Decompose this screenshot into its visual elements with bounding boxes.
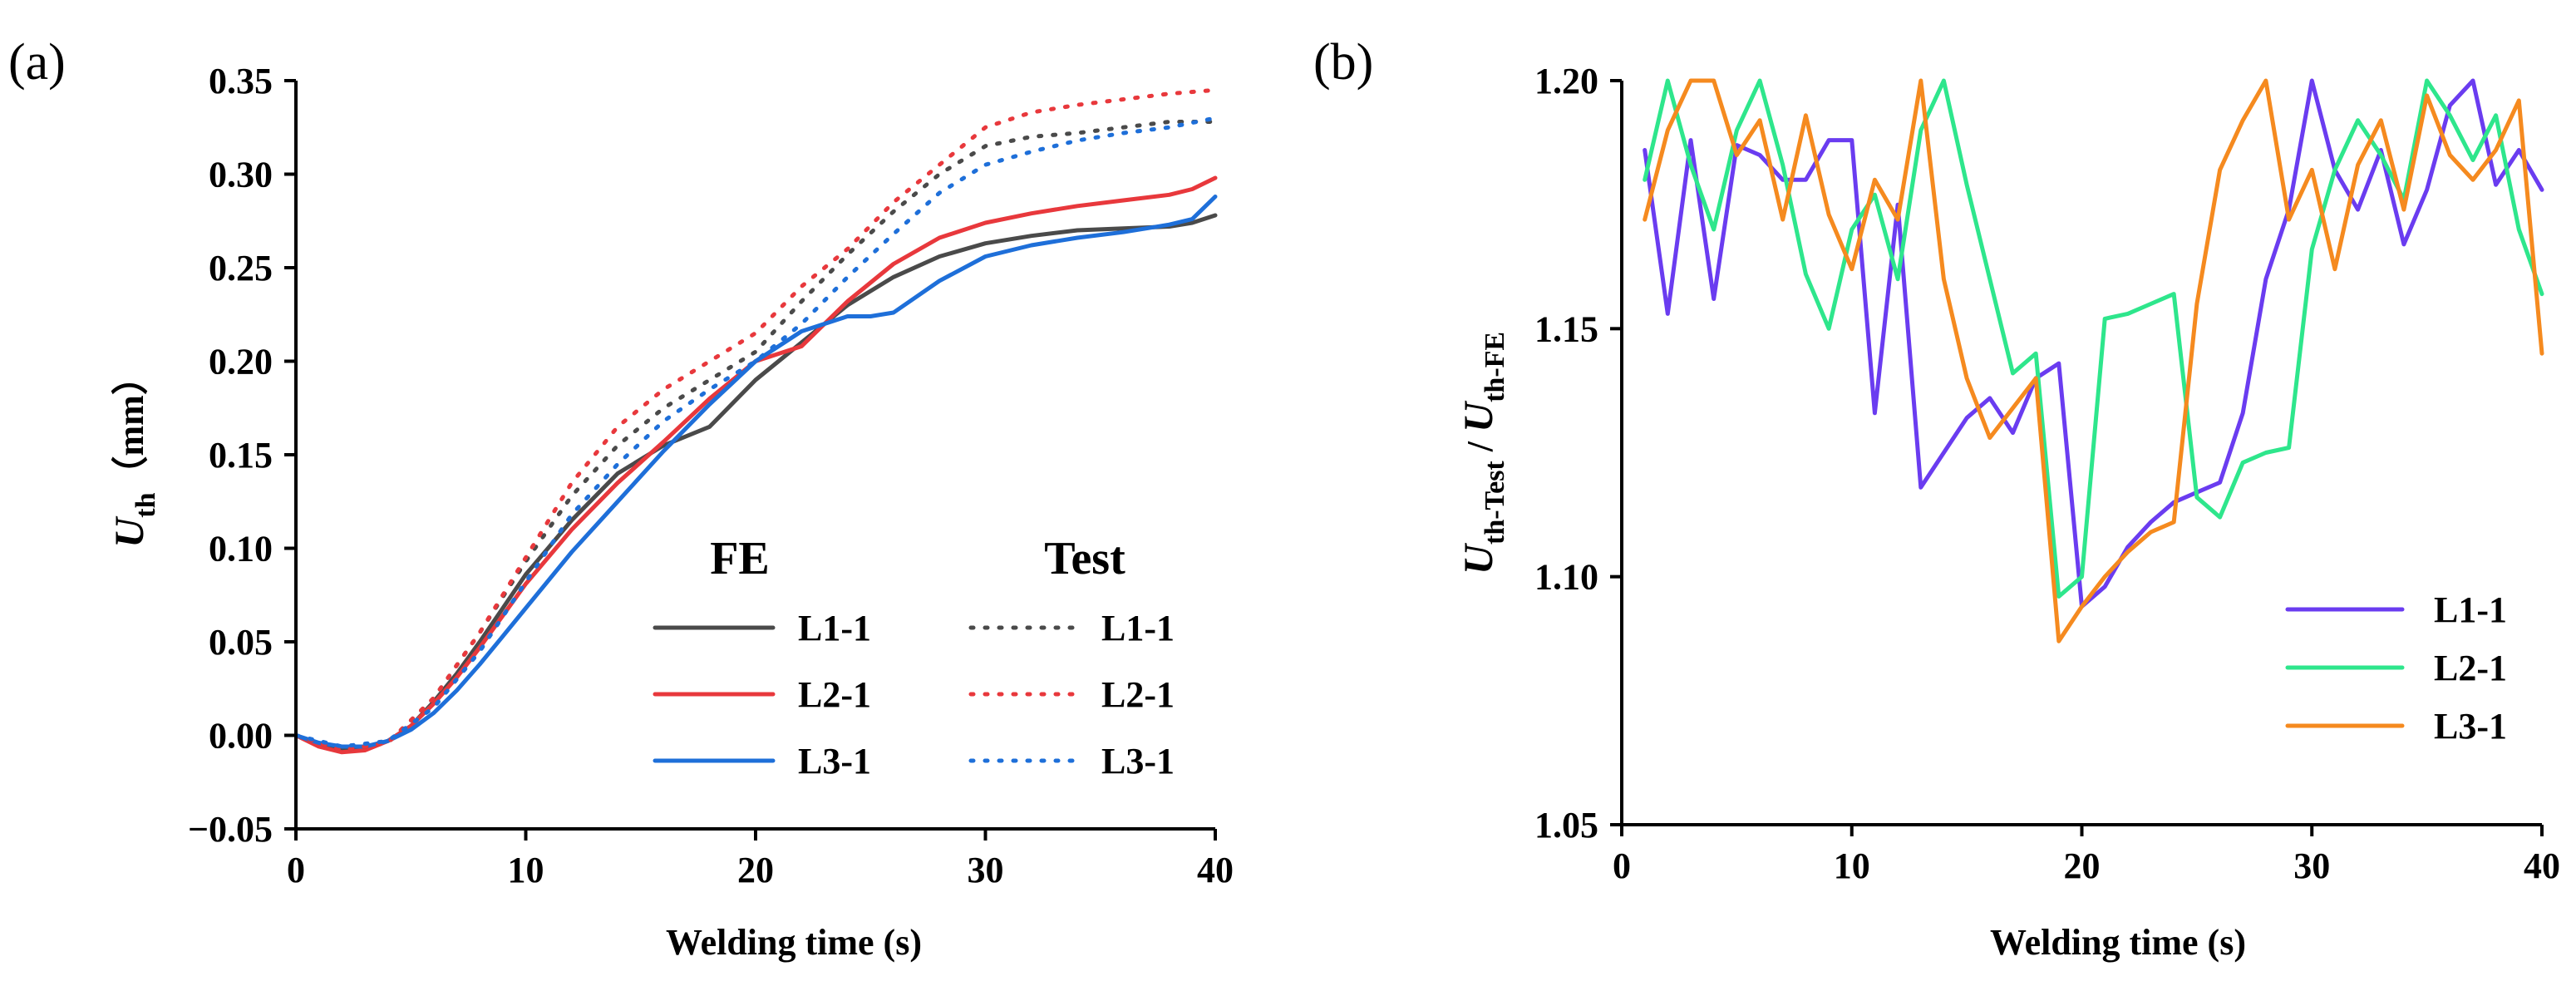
legend-test-label-l3-1: L3-1 [1101,741,1175,781]
legend-fe-label-l1-1: L1-1 [798,608,871,648]
panel-a-x-tick-label: 40 [1197,850,1234,890]
panel-a-x-tick-label: 10 [508,850,544,890]
panel-a-series-l1-1-fe [293,213,1218,752]
panel-b-y-tick-label: 1.15 [1534,308,1598,349]
panel-a-x-tick-label: 30 [968,850,1004,890]
panel-a-y-tick-label: −0.05 [188,809,273,850]
panel-a-y-tick-label: 0.15 [209,435,273,476]
legend-test-label-l2-1: L2-1 [1101,674,1175,715]
panel-a-series-l3-1-fe [293,195,1218,749]
panel-b-x-tick-label: 20 [2064,845,2101,886]
panel-a-y-tick-label: 0.00 [209,716,273,757]
panel-b-legend: L1-1 L2-1 L3-1 [2285,589,2507,747]
legend-test-label-l1-1: L1-1 [1101,608,1175,648]
legend-header-fe: FE [710,533,770,584]
panel-a-series-l3-1-test [293,116,1218,749]
panel-b-y-tick-label: 1.10 [1534,557,1598,598]
panel-a-series-l1-1-test [293,120,1218,753]
panel-a-y-tick-label: 0.30 [209,155,273,195]
panel-b-y-axis-title-num-sub: th-Test [1480,461,1510,545]
panel-b-x-tick-label: 30 [2293,845,2330,886]
panel-a-x-axis-title: Welding time (s) [666,922,922,963]
panel-b-y-axis-title-slash: / [1460,432,1500,461]
panel-b-legend-label-l2-1: L2-1 [2434,648,2507,688]
panel-a-x-tick-label: 20 [737,850,774,890]
panel-b-y-tick-label: 1.05 [1534,805,1598,845]
panel-b-y-axis-title-num-main: U [1455,542,1501,574]
panel-b: (b) 0 10 20 30 40 1.05 1.10 1.15 1.20 Welding ti… [1313,34,2560,963]
legend-fe-label-l3-1: L3-1 [798,741,871,781]
panel-b-ticks: 0 10 20 30 40 1.05 1.10 1.15 1.20 [1534,61,2560,886]
panel-b-x-tick-label: 10 [1834,845,1870,886]
panel-a-y-tick-label: 0.35 [209,61,273,101]
panel-b-y-tick-label: 1.20 [1534,61,1598,101]
panel-b-series-group [1643,78,2544,643]
panel-b-series-l1-1 [1643,78,2544,609]
panel-a-y-tick-label: 0.10 [209,529,273,569]
panel-a-label: (a) [8,34,66,91]
panel-b-x-axis-title: Welding time (s) [1990,922,2246,963]
panel-b-y-axis-title: Uth-Test / Uth-FE [1455,332,1510,574]
panel-a-y-tick-label: 0.05 [209,622,273,663]
legend-fe-label-l2-1: L2-1 [798,674,871,715]
panel-a-y-tick-label: 0.25 [209,248,273,288]
panel-a-ticks: 0 10 20 30 40 −0.05 0.00 0.05 0.10 0.15 0.20 0.25 0.… [188,61,1234,890]
panel-a-y-axis-title: Uth（mm） [106,358,161,548]
panel-a-series-group [293,87,1218,755]
panel-b-y-axis-title-den-main: U [1455,400,1501,432]
legend-header-test: Test [1044,533,1125,584]
panel-a-y-axis-title-unit: （mm） [111,358,151,492]
panel-a-series-l2-1-fe [293,175,1218,755]
panel-a: (a) 0 10 20 30 40 −0.05 0.00 0.05 0.10 0.15 0.20 0.… [8,34,1234,963]
panel-b-legend-label-l1-1: L1-1 [2434,589,2507,630]
panel-b-legend-label-l3-1: L3-1 [2434,706,2507,747]
panel-a-y-tick-label: 0.20 [209,342,273,382]
panel-b-y-axis-title-den-sub: th-FE [1480,332,1510,402]
panel-b-label: (b) [1313,34,1373,91]
panel-b-series-l3-1 [1643,78,2544,643]
panel-a-y-axis-title-sub: th [131,492,161,517]
panel-a-x-tick-label: 0 [287,850,305,890]
panel-a-y-axis-title-main: U [106,515,152,548]
panel-a-legend: FE Test L1-1 L2-1 L3-1 L1-1 L2-1 L3-1 [653,533,1175,781]
panel-a-series-l2-1-test [293,87,1218,753]
panel-b-x-tick-label: 40 [2524,845,2560,886]
panel-b-x-tick-label: 0 [1613,845,1631,886]
panel-b-series-l2-1 [1643,78,2544,599]
